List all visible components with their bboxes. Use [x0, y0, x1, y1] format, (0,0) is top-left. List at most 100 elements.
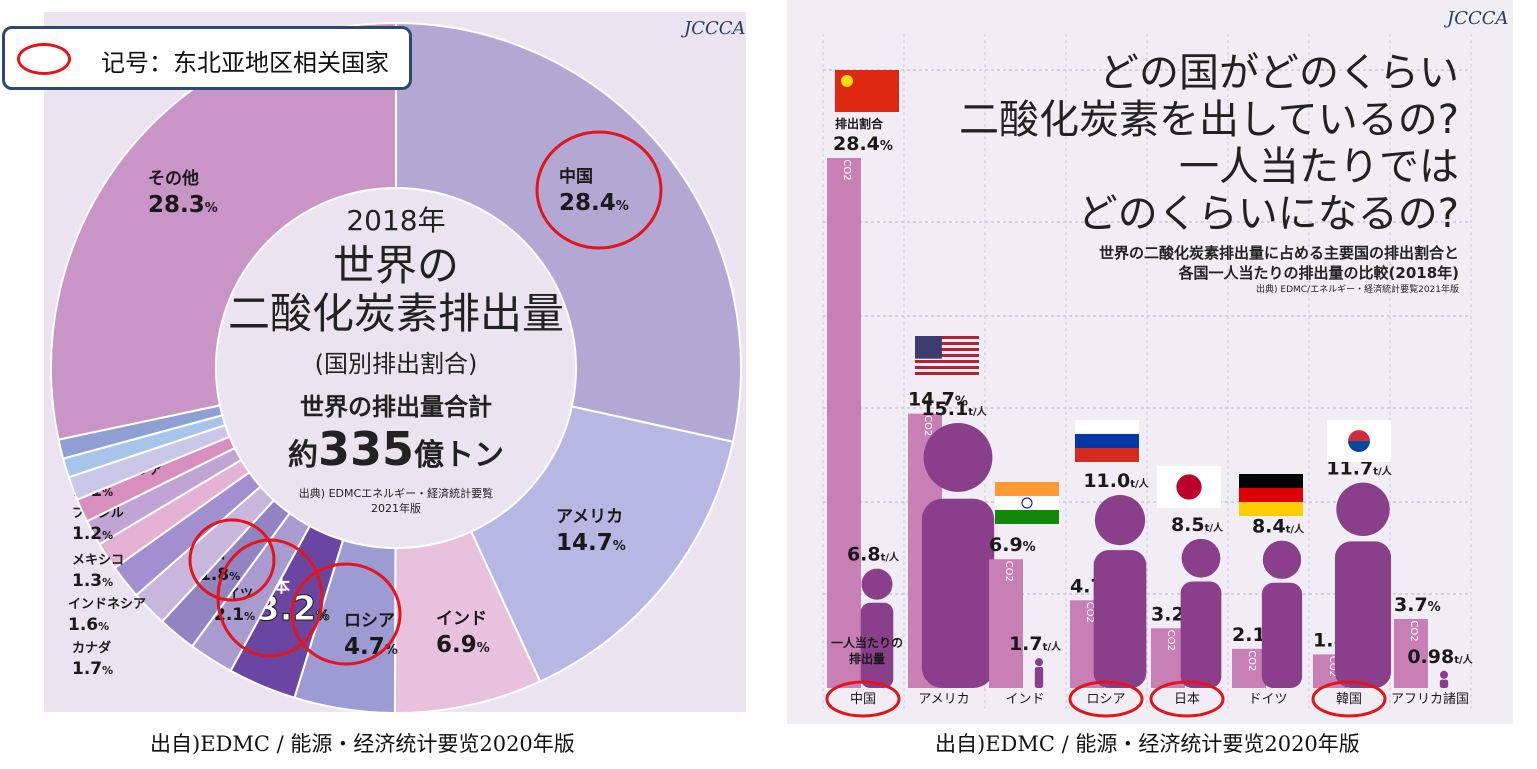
jccca-logo-right: JCCCA [1447, 8, 1509, 29]
percent-sign: % [102, 664, 113, 677]
percapita-value-label: 11.0t/人 [1083, 470, 1149, 492]
highlight-ring-0 [535, 130, 663, 250]
slice-name-label: ロシア [344, 611, 395, 631]
share-bar-4 [1151, 628, 1185, 688]
share-caption: 排出割合 [835, 116, 884, 131]
person-body-7 [1439, 679, 1449, 688]
person-body-5 [1261, 582, 1303, 688]
co2-label: CO2 [1246, 650, 1257, 671]
percent-sign: % [477, 641, 490, 656]
percapita-value-label: 6.8t/人 [847, 544, 900, 566]
slice-name-label: 中国 [559, 166, 593, 187]
share-bar-7 [1394, 618, 1428, 688]
slice-value-label: 2.1% [214, 605, 255, 625]
share-value-label: 28.4% [833, 133, 893, 155]
bar-subtitle-line: 世界の二酸化炭素排出量に占める主要国の排出割合と [1099, 244, 1459, 262]
co2-label: CO2 [1165, 630, 1176, 651]
share-value-label: 14.7% [908, 389, 968, 411]
red-ring-icon [17, 43, 71, 75]
slice-value-label: 1.6% [68, 615, 109, 635]
person-head-7 [1440, 670, 1448, 679]
percent-sign: % [616, 199, 629, 214]
person-body-0 [860, 602, 894, 688]
slice-name-label: インド [436, 609, 487, 629]
donut-title-line: 二酸化炭素排出量 [228, 289, 564, 338]
category-label-1: アメリカ [918, 692, 969, 707]
category-highlight-ring [1311, 680, 1387, 718]
bar-title-line: どの国がどのくらい [1099, 50, 1459, 96]
donut-source: 2021年版 [371, 501, 421, 515]
percent-sign: % [98, 620, 109, 633]
share-value-label: 3.7% [1394, 594, 1441, 616]
donut-slice-1 [469, 405, 735, 683]
slice-name-label: アメリカ [556, 507, 623, 527]
percent-sign: % [102, 576, 113, 589]
percapita-caption: 排出量 [849, 651, 885, 666]
korea-flag-icon [1327, 420, 1391, 462]
category-label-5: ドイツ [1248, 692, 1287, 707]
bar-subtitle-line: 各国一人当たりの排出量の比較(2018年) [1178, 264, 1459, 282]
percent-sign: % [102, 486, 113, 499]
share-bar-0 [827, 158, 861, 688]
donut-chart-panel: 中国28.4%アメリカ14.7%インド6.9%ロシア4.7%日本3.2%ドイツ2… [44, 12, 746, 715]
co2-label: CO2 [1084, 602, 1095, 623]
category-highlight-ring [825, 680, 901, 718]
person-body-4 [1180, 581, 1222, 688]
highlight-ring-3 [188, 518, 276, 602]
donut-chart: 中国28.4%アメリカ14.7%インド6.9%ロシア4.7%日本3.2%ドイツ2… [50, 21, 742, 715]
slice-name-label: カナダ [72, 640, 111, 656]
percapita-value-label: 8.4t/人 [1252, 516, 1305, 538]
person-head-6 [1336, 482, 1390, 537]
bar-title-line: どのくらいになるの? [1078, 191, 1459, 237]
slice-value-label: 1.3% [72, 571, 113, 591]
percent-sign: % [102, 529, 113, 542]
bar-title-line: 一人当たりでは [1179, 144, 1459, 190]
russia-flag-icon [1075, 420, 1139, 462]
person-head-5 [1262, 540, 1302, 579]
co2-label: CO2 [922, 415, 933, 436]
slice-name-label: インドネシア [68, 597, 146, 612]
share-bar-2 [989, 559, 1023, 688]
legend-box: 记号：东北亚地区相关国家 [2, 26, 412, 90]
usa-flag-icon [915, 336, 979, 375]
percapita-value-label: 15.1t/人 [921, 398, 987, 420]
japan-flag-icon [1157, 466, 1221, 508]
person-head-3 [1094, 494, 1146, 546]
donut-slice-0 [395, 21, 742, 443]
share-bar-5 [1232, 648, 1266, 688]
person-head-4 [1181, 538, 1221, 578]
person-head-2 [1035, 658, 1043, 667]
jccca-logo: JCCCA [684, 18, 746, 39]
category-label-7: アフリカ諸国 [1391, 691, 1469, 707]
donut-subtitle: (国別排出割合) [315, 350, 478, 378]
highlight-ring-1 [290, 562, 402, 666]
category-label-3: ロシア [1086, 692, 1125, 707]
category-label-6: 韓国 [1336, 692, 1362, 707]
category-label-4: 日本 [1174, 692, 1200, 707]
bar-source: 出典) EDMC/エネルギー・経済統計要覧2021年版 [1256, 283, 1459, 295]
legend-text: 记号：东北亚地区相关国家 [101, 49, 389, 77]
category-label-0: 中国 [850, 692, 876, 707]
donut-source: 出典) EDMCエネルギー・経済統計要覧 [299, 486, 493, 500]
percapita-value-label: 0.98t/人 [1407, 646, 1473, 668]
co2-label: CO2 [1003, 561, 1014, 582]
category-label-2: インド [1005, 692, 1044, 707]
bar-title-line: 二酸化炭素を出しているの? [959, 97, 1459, 143]
person-body-3 [1093, 550, 1147, 688]
slice-name-label: その他 [148, 168, 199, 189]
person-body-2 [1034, 666, 1044, 688]
category-highlight-ring [1149, 680, 1225, 718]
caption-right: 出自)EDMC / 能源・经济统计要览2020年版 [935, 732, 1360, 756]
co2-label: CO2 [1408, 620, 1419, 641]
person-head-0 [861, 568, 893, 600]
slice-value-label: 1.2% [72, 524, 113, 544]
percent-sign: % [205, 201, 218, 216]
co2-label: CO2 [1327, 656, 1338, 677]
slice-name-label: メキシコ [72, 553, 124, 568]
donut-title-line: 世界の [333, 241, 459, 290]
category-highlight-ring [1068, 680, 1144, 718]
co2-label: CO2 [841, 159, 852, 180]
donut-year: 2018年 [346, 204, 445, 237]
percapita-value-label: 1.7t/人 [1009, 633, 1062, 655]
